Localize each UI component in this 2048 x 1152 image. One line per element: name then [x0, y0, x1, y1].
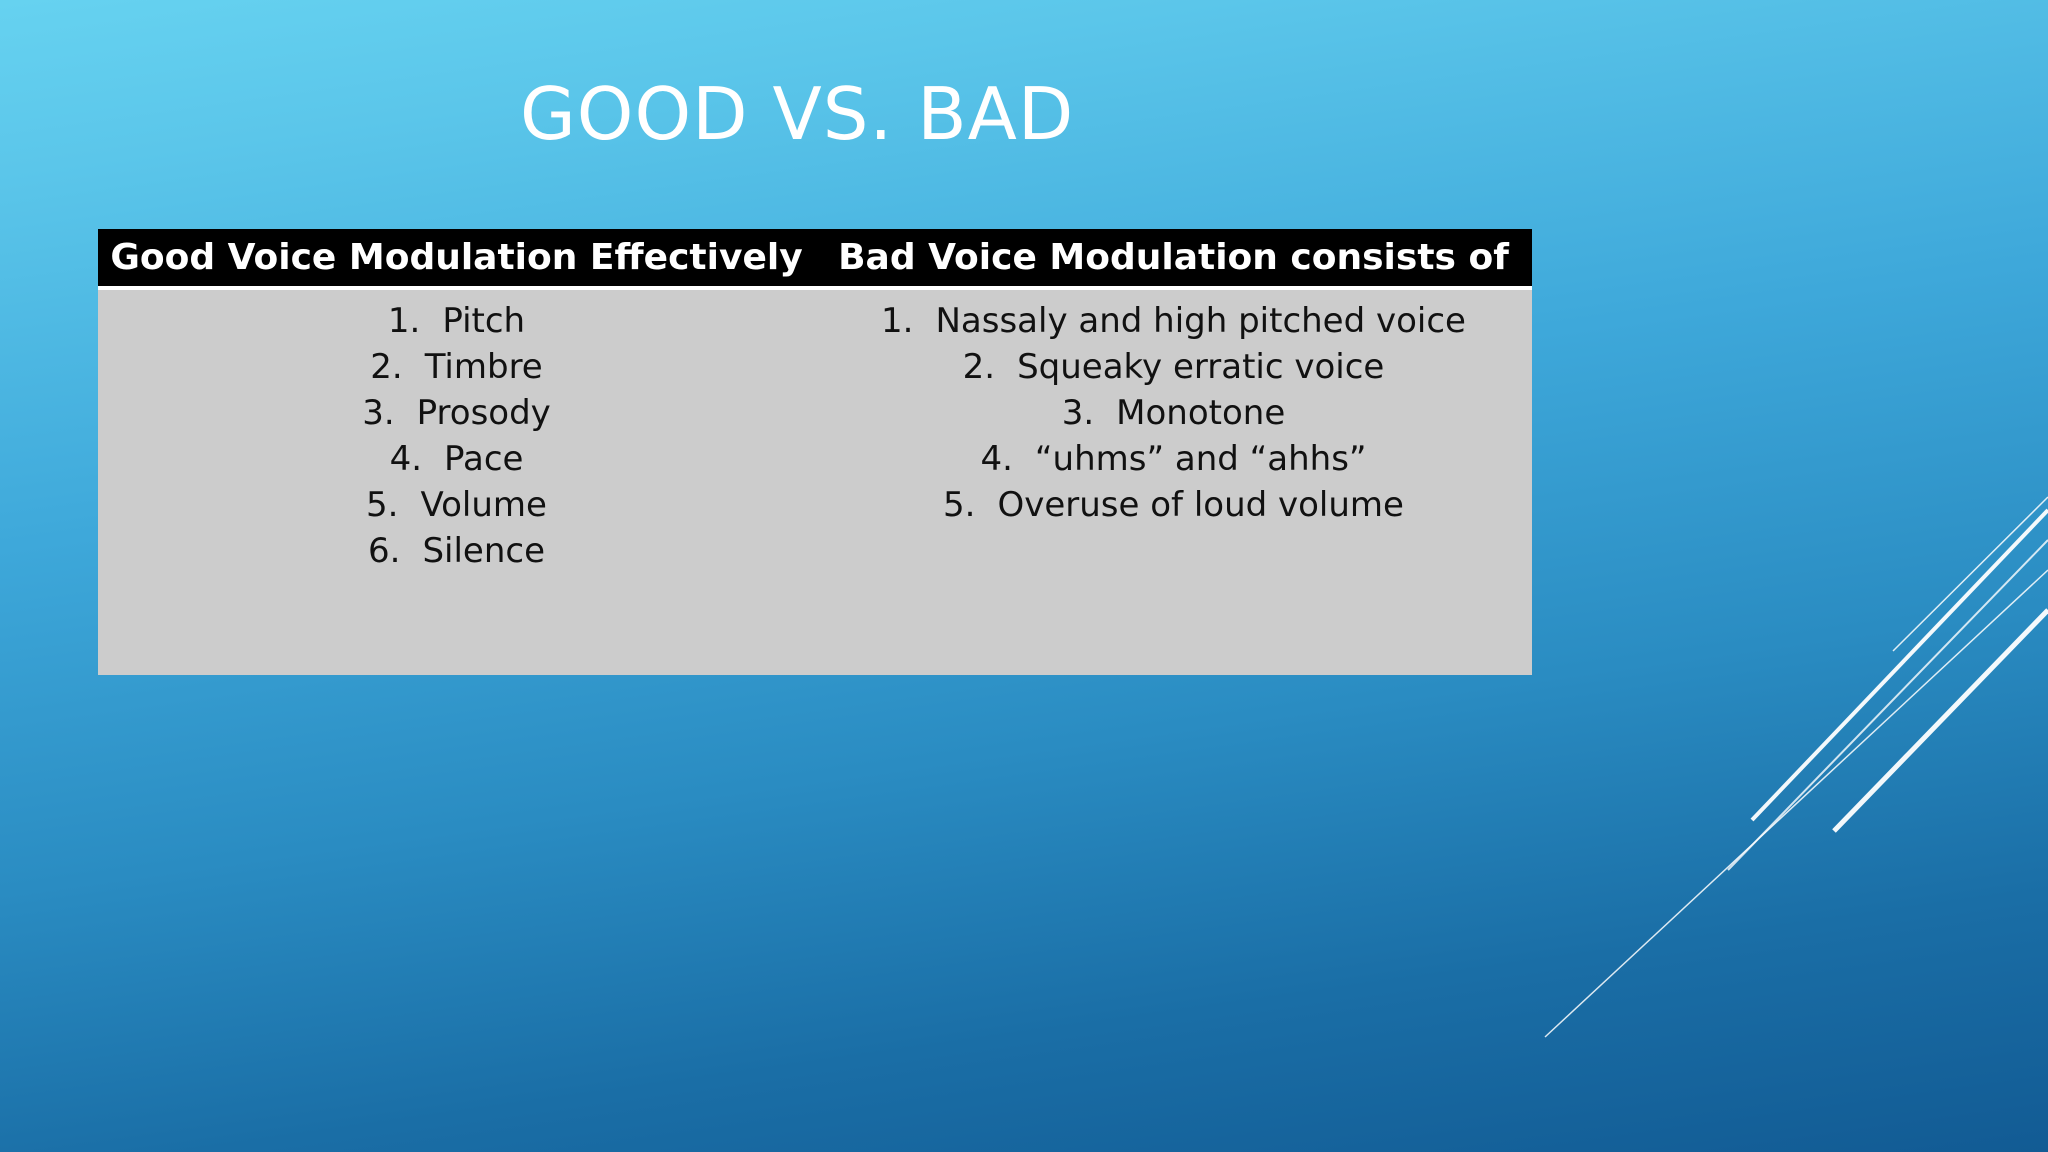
list-item: 1. Nassaly and high pitched voice [815, 298, 1532, 344]
list-text: Prosody [416, 393, 551, 433]
list-text: Monotone [1116, 393, 1286, 433]
list-text: Pitch [442, 301, 526, 341]
list-text: Silence [422, 531, 545, 571]
list-number: 2. [370, 347, 403, 387]
list-item: 2. Timbre [98, 344, 815, 390]
list-item: 4. “uhms” and “ahhs” [815, 436, 1532, 482]
list-text: Nassaly and high pitched voice [935, 301, 1466, 341]
list-text: Volume [420, 485, 547, 525]
list-item: 3. Prosody [98, 390, 815, 436]
list-number: 3. [1061, 393, 1095, 433]
list-number: 4. [389, 439, 423, 479]
list-text: “uhms” and “ahhs” [1034, 439, 1367, 479]
good-voice-list: 1. Pitch 2. Timbre 3. Prosody 4. Pace 5. Volu… [98, 290, 815, 574]
list-item: 6. Silence [98, 528, 815, 574]
list-number: 1. [387, 301, 421, 341]
list-text: Timbre [424, 347, 543, 387]
list-text: Squeaky erratic voice [1017, 347, 1385, 387]
list-item: 1. Pitch [98, 298, 815, 344]
list-number: 5. [366, 485, 399, 525]
list-number: 2. [962, 347, 996, 387]
list-item: 5. Volume [98, 482, 815, 528]
list-item: 2. Squeaky erratic voice [815, 344, 1532, 390]
comparison-table: Good Voice Modulation Effectively Bad Vo… [98, 229, 1532, 675]
bad-voice-list: 1. Nassaly and high pitched voice 2. Squea… [815, 290, 1532, 528]
list-text: Overuse of loud volume [997, 485, 1404, 525]
list-number: 1. [881, 301, 914, 341]
list-item: 3. Monotone [815, 390, 1532, 436]
table-header-row: Good Voice Modulation Effectively Bad Vo… [98, 229, 1532, 290]
list-text: Pace [444, 439, 524, 479]
list-number: 3. [362, 393, 395, 433]
list-item: 5. Overuse of loud volume [815, 482, 1532, 528]
list-number: 5. [943, 485, 976, 525]
list-number: 6. [367, 531, 401, 571]
header-bad-voice: Bad Voice Modulation consists of [838, 237, 1509, 278]
list-number: 4. [980, 439, 1013, 479]
slide-title: GOOD VS. BAD [520, 72, 1075, 156]
list-item: 4. Pace [98, 436, 815, 482]
header-good-voice: Good Voice Modulation Effectively [110, 237, 803, 278]
